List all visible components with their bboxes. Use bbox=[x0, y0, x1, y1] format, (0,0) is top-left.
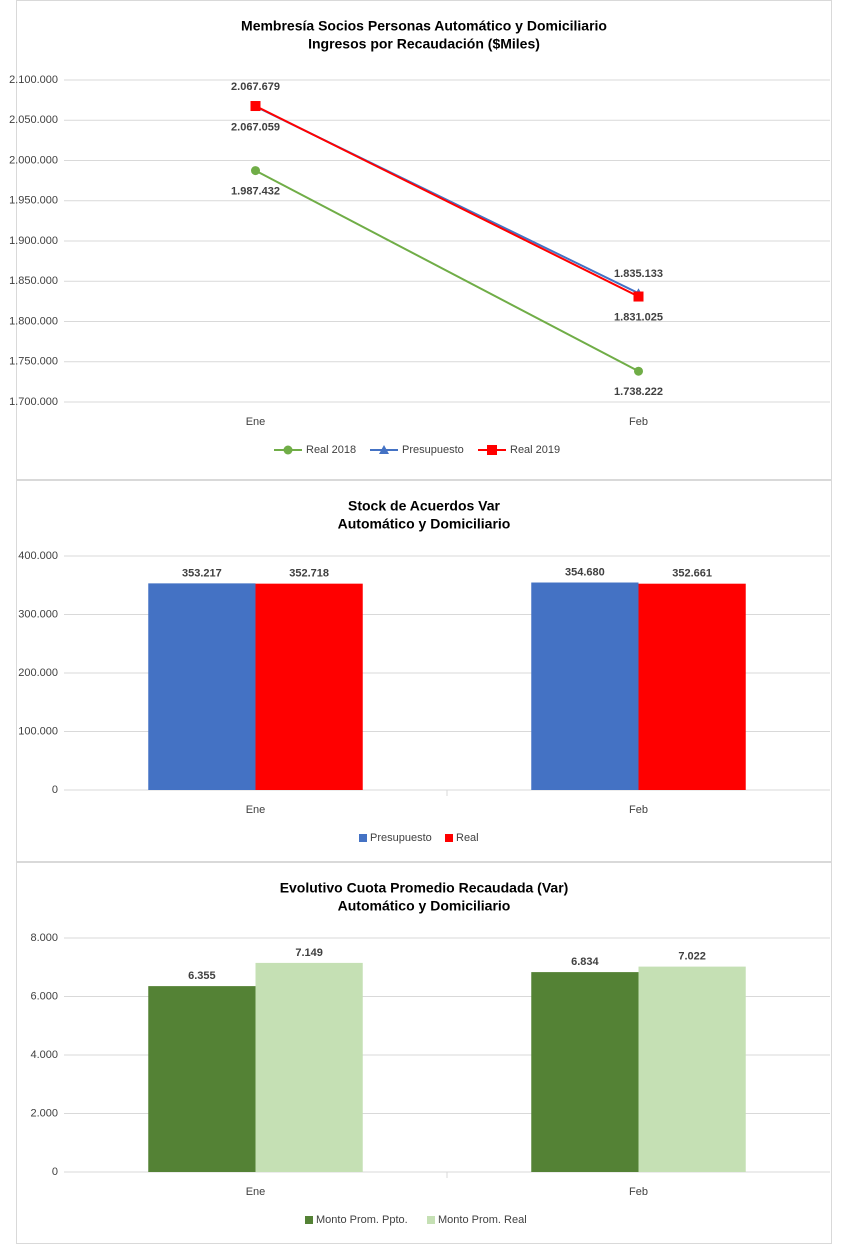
chart-title: Membresía Socios Personas Automático y D… bbox=[241, 18, 607, 34]
y-tick-label: 1.750.000 bbox=[9, 356, 58, 368]
marker bbox=[379, 445, 389, 454]
chart-panel: Membresía Socios Personas Automático y D… bbox=[9, 0, 832, 480]
legend-swatch bbox=[305, 1216, 313, 1224]
y-tick-label: 1.800.000 bbox=[9, 315, 58, 327]
y-tick-label: 300.000 bbox=[18, 608, 58, 620]
y-tick-label: 200.000 bbox=[18, 667, 58, 679]
y-tick-label: 400.000 bbox=[18, 550, 58, 562]
y-tick-label: 1.850.000 bbox=[9, 275, 58, 287]
bar bbox=[638, 583, 746, 790]
line bbox=[255, 169, 639, 373]
bar bbox=[531, 582, 639, 790]
y-tick-label: 100.000 bbox=[18, 725, 58, 737]
data-label: 1.738.222 bbox=[614, 386, 663, 398]
y-tick-label: 6.000 bbox=[30, 990, 58, 1002]
marker bbox=[283, 445, 293, 455]
bar bbox=[148, 986, 256, 1172]
line bbox=[255, 105, 639, 298]
data-label: 7.022 bbox=[678, 951, 706, 963]
data-label: 352.661 bbox=[672, 568, 712, 580]
y-tick-label: 0 bbox=[52, 1166, 58, 1178]
marker bbox=[251, 166, 260, 176]
chart-subtitle: Automático y Domiciliario bbox=[338, 516, 511, 532]
y-tick-label: 1.950.000 bbox=[9, 195, 58, 207]
x-tick-label: Feb bbox=[629, 1186, 648, 1198]
x-tick-label: Feb bbox=[629, 416, 648, 428]
chart-subtitle: Ingresos por Recaudación ($Miles) bbox=[308, 36, 540, 52]
bar bbox=[638, 966, 746, 1172]
data-label: 353.217 bbox=[182, 567, 222, 579]
y-tick-label: 2.100.000 bbox=[9, 74, 58, 86]
bar bbox=[255, 583, 363, 790]
marker bbox=[487, 445, 497, 455]
y-tick-label: 2.000 bbox=[30, 1107, 58, 1119]
y-tick-label: 8.000 bbox=[30, 932, 58, 944]
y-tick-label: 2.000.000 bbox=[9, 154, 58, 166]
marker bbox=[250, 101, 261, 112]
bar bbox=[255, 962, 363, 1172]
x-tick-label: Ene bbox=[246, 1186, 266, 1198]
data-label: 1.987.432 bbox=[231, 186, 280, 198]
y-tick-label: 2.050.000 bbox=[9, 114, 58, 126]
legend-label: Real 2018 bbox=[306, 444, 356, 456]
marker bbox=[633, 291, 644, 302]
chart-title: Evolutivo Cuota Promedio Recaudada (Var) bbox=[280, 880, 569, 896]
x-tick-label: Ene bbox=[246, 416, 266, 428]
chart-panel: Stock de Acuerdos Var Automático y Domici… bbox=[16, 480, 832, 862]
legend-label: Monto Prom. Ppto. bbox=[316, 1214, 408, 1226]
chart-title: Stock de Acuerdos Var bbox=[348, 498, 501, 514]
marker bbox=[634, 366, 643, 376]
chart-panel: Evolutivo Cuota Promedio Recaudada (Var)… bbox=[16, 862, 832, 1244]
legend-label: Monto Prom. Real bbox=[438, 1214, 527, 1226]
legend-label: Presupuesto bbox=[402, 444, 464, 456]
data-label: 2.067.059 bbox=[231, 121, 280, 133]
y-tick-label: 1.900.000 bbox=[9, 235, 58, 247]
data-label: 354.680 bbox=[565, 566, 605, 578]
data-label: 6.355 bbox=[188, 970, 216, 982]
bar bbox=[148, 583, 256, 790]
data-label: 2.067.679 bbox=[231, 81, 280, 93]
x-tick-label: Feb bbox=[629, 804, 648, 816]
legend-label: Presupuesto bbox=[370, 832, 432, 844]
y-tick-label: 1.700.000 bbox=[9, 396, 58, 408]
data-label: 1.835.133 bbox=[614, 268, 663, 280]
y-tick-label: 0 bbox=[52, 784, 58, 796]
legend-swatch bbox=[359, 834, 367, 842]
bar bbox=[531, 972, 639, 1172]
legend-swatch bbox=[427, 1216, 435, 1224]
x-tick-label: Ene bbox=[246, 804, 266, 816]
panel-border bbox=[16, 0, 832, 480]
legend-label: Real 2019 bbox=[510, 444, 560, 456]
data-label: 6.834 bbox=[571, 956, 599, 968]
data-label: 7.149 bbox=[295, 947, 323, 959]
chart-subtitle: Automático y Domiciliario bbox=[338, 898, 511, 914]
data-label: 1.831.025 bbox=[614, 311, 663, 323]
y-tick-label: 4.000 bbox=[30, 1049, 58, 1061]
panel-border bbox=[16, 480, 832, 862]
legend-swatch bbox=[445, 834, 453, 842]
legend-label: Real bbox=[456, 832, 479, 844]
data-label: 352.718 bbox=[289, 568, 329, 580]
